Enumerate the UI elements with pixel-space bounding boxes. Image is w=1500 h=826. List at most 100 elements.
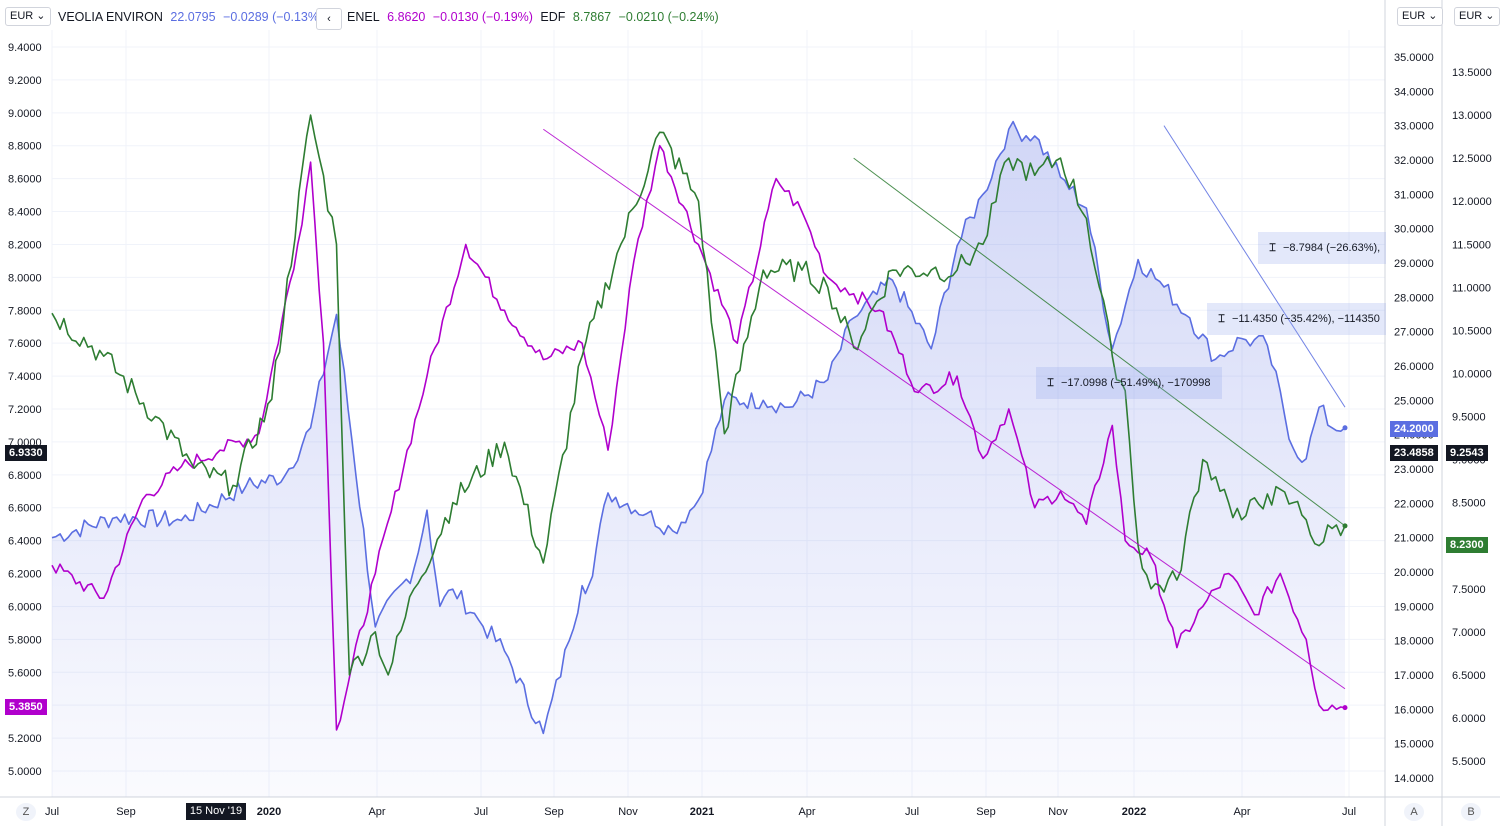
left-axis-tick: 8.2000 bbox=[8, 239, 42, 251]
price-tag-enel: 5.3850 bbox=[5, 699, 47, 715]
scale-b-button[interactable]: B bbox=[1461, 803, 1481, 821]
measure-box-edf[interactable]: ⌶ −11.4350 (−35.42%), −114350 bbox=[1207, 303, 1386, 335]
mid-axis-tick: 16.0000 bbox=[1394, 704, 1434, 716]
right-axis-tick: 6.5000 bbox=[1452, 670, 1486, 682]
legend-price-enel: 6.8620 bbox=[387, 10, 426, 24]
collapse-legend-button[interactable]: ‹ bbox=[316, 8, 342, 30]
legend-price-edf: 8.7867 bbox=[572, 10, 612, 24]
measure-label: −17.0998 (−51.49%), −170998 bbox=[1061, 377, 1211, 389]
trend-line bbox=[1163, 125, 1346, 408]
right-axis-tick: 12.5000 bbox=[1452, 153, 1492, 165]
right-axis-tick: 7.0000 bbox=[1452, 627, 1486, 639]
x-axis-tick: Jul bbox=[905, 806, 919, 818]
mid-axis-tick: 34.0000 bbox=[1394, 86, 1434, 98]
mid-axis-tick: 17.0000 bbox=[1394, 670, 1434, 682]
mid-axis-tick: 26.0000 bbox=[1394, 361, 1434, 373]
right-axis-tick: 10.5000 bbox=[1452, 325, 1492, 337]
x-axis-tick: 2021 bbox=[690, 806, 714, 818]
left-axis-tick: 8.6000 bbox=[8, 174, 42, 186]
right-axis-tick: 9.5000 bbox=[1452, 412, 1486, 424]
left-axis-tick: 6.2000 bbox=[8, 569, 42, 581]
series-line-veolia-environ bbox=[51, 120, 1346, 735]
left-axis-tick: 7.2000 bbox=[8, 404, 42, 416]
measure-label: −8.7984 (−26.63%), bbox=[1283, 242, 1381, 254]
x-axis-tick: Jul bbox=[474, 806, 488, 818]
left-axis-tick: 8.4000 bbox=[8, 207, 42, 219]
mid-axis-tick: 20.0000 bbox=[1394, 567, 1434, 579]
mid-axis-tick: 15.0000 bbox=[1394, 739, 1434, 751]
measure-icon: ⌶ bbox=[1269, 242, 1276, 254]
legend-name-veolia[interactable]: VEOLIA ENVIRON bbox=[58, 10, 163, 24]
left-axis-tick: 8.0000 bbox=[8, 272, 42, 284]
date-crosshair-badge: 15 Nov '19 bbox=[186, 803, 246, 820]
measure-box-enel[interactable]: ⌶ −17.0998 (−51.49%), −170998 bbox=[1036, 367, 1222, 399]
measure-label: −11.4350 (−35.42%), −114350 bbox=[1232, 313, 1380, 325]
right-axis-tick: 7.5000 bbox=[1452, 584, 1486, 596]
chevron-left-icon: ‹ bbox=[327, 13, 331, 25]
x-axis-tick: Apr bbox=[368, 806, 385, 818]
right-axis-tick: 10.0000 bbox=[1452, 368, 1492, 380]
price-tag-right-crosshair: 9.2543 bbox=[1446, 445, 1488, 461]
x-axis-tick: Apr bbox=[798, 806, 815, 818]
right-axis-tick: 11.0000 bbox=[1452, 282, 1491, 294]
veolia-area-fill bbox=[52, 121, 1345, 798]
x-axis-tick: Nov bbox=[618, 806, 638, 818]
left-axis-tick: 6.0000 bbox=[8, 601, 42, 613]
measure-box-veolia[interactable]: ⌶ −8.7984 (−26.63%), bbox=[1258, 232, 1386, 264]
mid-axis-tick: 32.0000 bbox=[1394, 155, 1434, 167]
right-axis-tick: 6.0000 bbox=[1452, 713, 1486, 725]
left-axis-tick: 7.6000 bbox=[8, 338, 42, 350]
auto-scale-button[interactable]: A bbox=[1404, 803, 1424, 821]
x-axis-tick: Nov bbox=[1048, 806, 1068, 818]
left-axis-tick: 7.4000 bbox=[8, 371, 42, 383]
left-axis-tick: 5.2000 bbox=[8, 733, 42, 745]
chevron-down-icon: ⌄ bbox=[1485, 10, 1495, 22]
price-tag-veolia: 24.2000 bbox=[1390, 421, 1438, 437]
legend: VEOLIA ENVIRON 22.0795 −0.0289 (−0.13%) bbox=[58, 10, 327, 24]
left-axis-tick: 7.8000 bbox=[8, 305, 42, 317]
mid-axis-tick: 28.0000 bbox=[1394, 292, 1434, 304]
right-axis-tick: 5.5000 bbox=[1452, 756, 1486, 768]
trend-line bbox=[853, 157, 1346, 527]
mid-axis-tick: 23.0000 bbox=[1394, 464, 1434, 476]
zoom-button[interactable]: Z bbox=[16, 803, 36, 821]
legend-name-enel[interactable]: ENEL bbox=[347, 10, 380, 24]
x-axis-tick: Sep bbox=[976, 806, 996, 818]
currency-right-label: EUR bbox=[1459, 10, 1483, 22]
measure-icon: ⌶ bbox=[1218, 313, 1225, 325]
mid-axis-tick: 31.0000 bbox=[1394, 189, 1434, 201]
legend-change-veolia: −0.0289 (−0.13%) bbox=[223, 10, 324, 24]
mid-axis-tick: 29.0000 bbox=[1394, 258, 1434, 270]
x-axis-tick: Sep bbox=[116, 806, 136, 818]
mid-axis-tick: 22.0000 bbox=[1394, 498, 1434, 510]
mid-axis-tick: 35.0000 bbox=[1394, 52, 1434, 64]
chevron-down-icon: ⌄ bbox=[1428, 10, 1438, 22]
series-last-point bbox=[1342, 425, 1348, 431]
x-axis-tick: Jul bbox=[1342, 806, 1356, 818]
left-axis-tick: 6.6000 bbox=[8, 503, 42, 515]
x-axis-tick: 2020 bbox=[257, 806, 281, 818]
x-axis-tick: Sep bbox=[544, 806, 564, 818]
currency-select-left[interactable]: EUR ⌄ bbox=[5, 7, 51, 26]
currency-select-mid[interactable]: EUR ⌄ bbox=[1397, 7, 1443, 26]
currency-select-right[interactable]: EUR ⌄ bbox=[1454, 7, 1500, 26]
mid-axis-tick: 14.0000 bbox=[1394, 773, 1434, 785]
right-axis-tick: 13.0000 bbox=[1452, 110, 1492, 122]
trend-line bbox=[543, 128, 1346, 690]
x-axis-tick: 2022 bbox=[1122, 806, 1146, 818]
right-axis-tick: 11.5000 bbox=[1452, 239, 1491, 251]
mid-axis-tick: 21.0000 bbox=[1394, 533, 1434, 545]
price-tag-left-crosshair: 6.9330 bbox=[5, 445, 47, 461]
right-axis-tick: 13.5000 bbox=[1452, 67, 1492, 79]
mid-axis-tick: 27.0000 bbox=[1394, 327, 1434, 339]
legend-name-edf[interactable]: EDF bbox=[540, 10, 566, 24]
series-last-point bbox=[1342, 705, 1348, 711]
left-axis-tick: 8.8000 bbox=[8, 141, 42, 153]
legend-price-veolia: 22.0795 bbox=[170, 10, 216, 24]
left-axis-tick: 5.6000 bbox=[8, 667, 42, 679]
legend-secondary: ENEL 6.8620 −0.0130 (−0.19%) EDF 8.7867 … bbox=[347, 10, 723, 24]
mid-axis-tick: 33.0000 bbox=[1394, 121, 1434, 133]
mid-axis-tick: 25.0000 bbox=[1394, 395, 1434, 407]
mid-axis-tick: 30.0000 bbox=[1394, 224, 1434, 236]
